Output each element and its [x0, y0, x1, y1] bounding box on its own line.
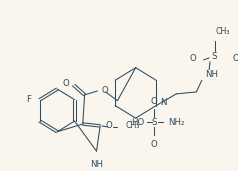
Text: NH₂: NH₂	[169, 117, 185, 127]
Text: NH: NH	[90, 160, 103, 169]
Text: O: O	[106, 121, 113, 130]
Text: O: O	[101, 87, 108, 95]
Text: S: S	[151, 117, 157, 127]
Text: O: O	[233, 54, 238, 63]
Text: O: O	[190, 54, 196, 63]
Text: HO: HO	[132, 117, 145, 127]
Text: O: O	[151, 97, 157, 106]
Text: CH₃: CH₃	[215, 27, 230, 36]
Text: CH₃: CH₃	[126, 121, 140, 130]
Text: O: O	[151, 140, 157, 149]
Text: O: O	[62, 79, 69, 88]
Text: N: N	[160, 98, 166, 107]
Text: NH: NH	[205, 70, 218, 79]
Text: S: S	[212, 52, 217, 62]
Text: F: F	[26, 95, 31, 104]
